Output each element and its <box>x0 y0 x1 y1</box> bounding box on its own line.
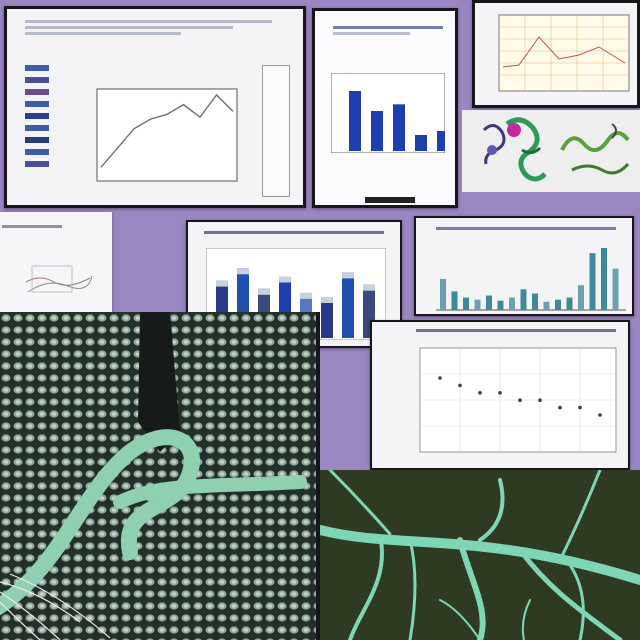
bar <box>321 297 333 338</box>
protein-structure-icon <box>505 117 547 182</box>
bar-chart <box>331 73 445 153</box>
document-panel-top-left <box>4 6 306 208</box>
bar-chart-panel-top-middle <box>312 8 458 208</box>
caption-bar <box>365 197 415 203</box>
protein-structure-icon <box>560 123 630 175</box>
scatter-point <box>538 398 542 402</box>
title-text-lines <box>204 228 384 237</box>
bar-cap <box>300 292 312 299</box>
bar <box>349 91 361 151</box>
scatter-point <box>598 413 602 417</box>
bar <box>371 111 383 151</box>
bar-cap <box>258 288 270 295</box>
bar-chart <box>206 248 386 340</box>
bar-cap <box>279 276 291 283</box>
title-text-lines <box>436 224 616 233</box>
sketch-figure <box>25 265 93 293</box>
bar <box>437 131 445 151</box>
bar <box>342 272 354 338</box>
bar <box>532 293 538 310</box>
scatter-point <box>458 383 462 388</box>
bar <box>415 135 427 151</box>
bar <box>555 299 561 310</box>
side-strip <box>262 65 290 197</box>
scatter-point <box>498 391 502 395</box>
scatter-point <box>438 376 442 380</box>
protein-structures <box>482 117 630 182</box>
bar-cap <box>363 284 375 291</box>
cell-texture <box>0 312 320 640</box>
bar <box>486 295 492 310</box>
bar <box>612 268 619 310</box>
bar <box>601 248 607 310</box>
bar-cap <box>237 268 249 275</box>
bar-cap <box>321 297 333 303</box>
legend-swatches <box>25 65 49 167</box>
chart-plot-area <box>331 73 445 153</box>
scatter-point <box>578 405 582 410</box>
legend-swatch-column <box>23 61 53 181</box>
line-series <box>100 93 234 168</box>
chart-plot-area <box>96 88 238 182</box>
grid-chart <box>498 14 630 92</box>
bar <box>440 279 446 310</box>
small-document-panel <box>0 212 112 312</box>
bar <box>578 285 584 310</box>
root-hairs <box>0 573 111 640</box>
bar <box>509 297 515 310</box>
molecule-strip <box>462 110 640 192</box>
bar <box>497 300 504 310</box>
title-text-lines <box>333 23 443 38</box>
bar-chart-panel-mid-right <box>414 216 634 316</box>
bar <box>463 297 469 310</box>
grid-chart-panel-top-right <box>472 0 640 108</box>
bar <box>474 299 481 310</box>
bar <box>393 104 405 151</box>
micrograph-image <box>0 312 320 640</box>
bar <box>520 289 527 310</box>
micrograph-frame <box>316 312 320 640</box>
root-network <box>320 470 640 640</box>
protein-structure-icon <box>482 124 506 165</box>
scatter-point <box>518 398 522 402</box>
bar <box>589 253 596 310</box>
title-text-lines <box>416 326 616 335</box>
bar-chart <box>436 248 626 311</box>
title-text-lines <box>2 222 62 231</box>
header-text-lines <box>25 17 285 38</box>
roots-image <box>320 470 640 640</box>
scatter-chart <box>419 347 617 453</box>
scatter-point <box>478 391 482 395</box>
scatter-chart-panel <box>370 320 630 470</box>
bar <box>451 291 458 310</box>
bar-cap <box>216 280 228 287</box>
bar-cap <box>342 272 354 279</box>
line-chart <box>96 88 238 182</box>
bar <box>566 297 573 310</box>
scatter-point <box>558 405 562 410</box>
bar <box>543 301 550 310</box>
